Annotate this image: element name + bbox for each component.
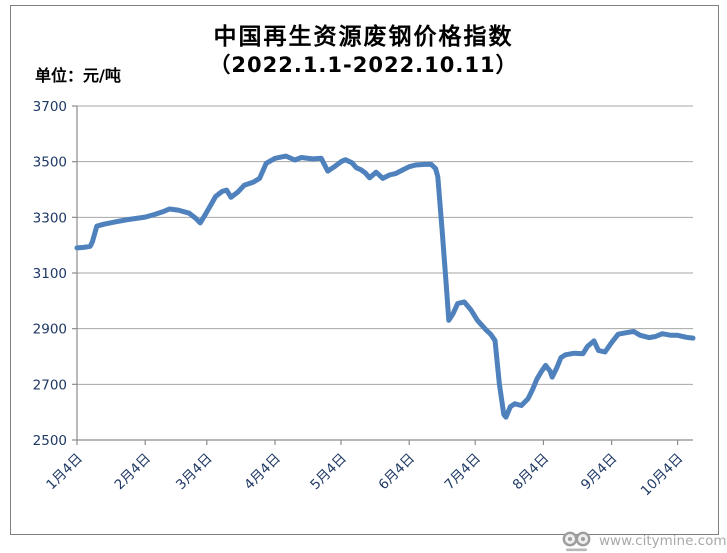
y-axis-label: 3500: [33, 155, 67, 171]
watermark: www.citymine.com.cn: [560, 529, 727, 553]
y-axis-label: 3300: [33, 210, 67, 226]
x-axis-label: 9月4日: [578, 451, 621, 494]
citymine-logo-icon: [562, 531, 591, 551]
y-axis-label: 2900: [33, 322, 67, 338]
watermark-url: www.citymine.com.cn: [599, 533, 727, 549]
y-axis-label: 2500: [33, 433, 67, 449]
unit-label: 单位：元/吨: [35, 66, 121, 85]
y-axis-label: 2700: [33, 377, 67, 393]
x-axis-label: 7月4日: [441, 451, 484, 494]
x-axis-label: 4月4日: [241, 451, 284, 494]
x-axis-label: 1月4日: [43, 451, 86, 494]
x-axis-label: 3月4日: [173, 451, 216, 494]
price-line: [74, 153, 696, 420]
x-axis-label: 5月4日: [307, 451, 350, 494]
x-axis-label: 8月4日: [510, 451, 553, 494]
x-axis-label: 2月4日: [111, 451, 154, 494]
y-axis-label: 3100: [33, 266, 67, 282]
chart-title: 中国再生资源废钢价格指数: [213, 24, 514, 50]
x-axis-label: 10月4日: [638, 451, 687, 500]
y-axis-label: 3700: [33, 99, 67, 115]
x-axis-label: 6月4日: [375, 451, 418, 494]
chart-border: [10, 5, 719, 535]
chart-subtitle: （2022.1.1-2022.10.11）: [209, 53, 518, 77]
